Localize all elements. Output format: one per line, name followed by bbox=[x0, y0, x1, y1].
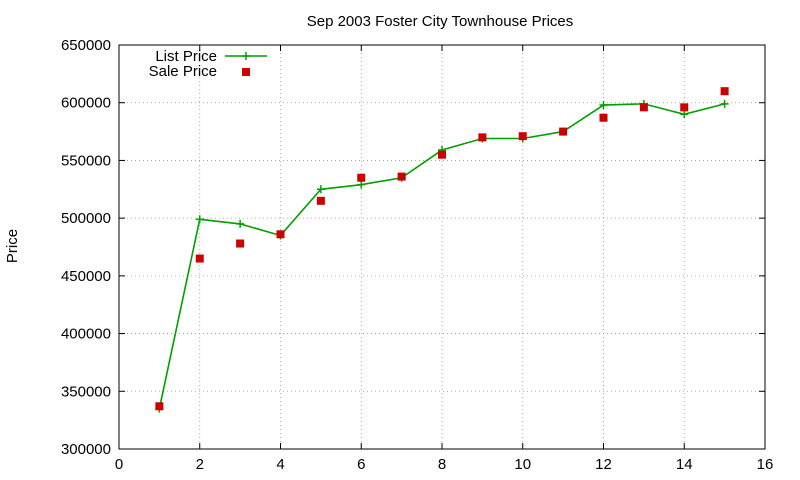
list-price-point bbox=[316, 185, 325, 194]
list-price-point bbox=[599, 101, 608, 110]
sale-price-point bbox=[680, 103, 689, 112]
sale-price-point bbox=[639, 103, 648, 112]
sale-price-point bbox=[720, 87, 729, 96]
list-price-point bbox=[195, 215, 204, 224]
sale-price-point bbox=[559, 127, 568, 136]
sale-price-point bbox=[438, 150, 446, 159]
sale-price-point bbox=[518, 132, 527, 141]
sale-price-point bbox=[599, 113, 608, 122]
list-price-point bbox=[720, 99, 729, 108]
y-tick-label: 500000 bbox=[61, 210, 111, 227]
sale-price-point bbox=[155, 402, 164, 411]
x-tick-label: 10 bbox=[514, 456, 531, 473]
sale-price-point bbox=[357, 173, 366, 182]
legend-marker-list-price bbox=[242, 52, 250, 60]
sale-price-point bbox=[478, 133, 487, 142]
legend-marker-sale-price bbox=[242, 68, 250, 76]
series bbox=[155, 87, 729, 413]
y-tick-label: 300000 bbox=[61, 441, 111, 458]
x-tick-label: 16 bbox=[757, 456, 774, 473]
y-tick-label: 550000 bbox=[61, 152, 111, 169]
sale-price-point bbox=[236, 239, 245, 248]
legend: List Price Sale Price bbox=[149, 48, 267, 80]
x-tick-label: 2 bbox=[196, 456, 204, 473]
legend-label-list-price: List Price bbox=[155, 48, 217, 65]
x-tick-label: 14 bbox=[676, 456, 693, 473]
y-axis-label: Price bbox=[4, 229, 21, 263]
y-tick-label: 350000 bbox=[61, 383, 111, 400]
grid bbox=[119, 45, 765, 449]
y-tick-label: 450000 bbox=[61, 268, 111, 285]
y-tick-label: 650000 bbox=[61, 37, 111, 54]
axis-ticks: 0 2 4 6 8 10 12 14 16 300000 350000 400000 450000 500… bbox=[61, 37, 773, 473]
sale-price-point bbox=[276, 230, 285, 239]
sale-price-point bbox=[195, 254, 204, 263]
sale-price-point bbox=[316, 196, 325, 205]
x-tick-label: 4 bbox=[276, 456, 284, 473]
y-tick-label: 400000 bbox=[61, 326, 111, 343]
list-price-point bbox=[680, 110, 689, 119]
x-tick-label: 6 bbox=[357, 456, 365, 473]
chart-title: Sep 2003 Foster City Townhouse Prices bbox=[307, 13, 574, 30]
sale-price-point bbox=[397, 172, 406, 181]
x-tick-label: 8 bbox=[438, 456, 446, 473]
y-tick-label: 600000 bbox=[61, 95, 111, 112]
x-tick-label: 12 bbox=[595, 456, 612, 473]
list-price-point bbox=[236, 219, 245, 228]
legend-label-sale-price: Sale Price bbox=[149, 63, 217, 80]
x-tick-label: 0 bbox=[115, 456, 123, 473]
list-price-point bbox=[357, 180, 366, 189]
